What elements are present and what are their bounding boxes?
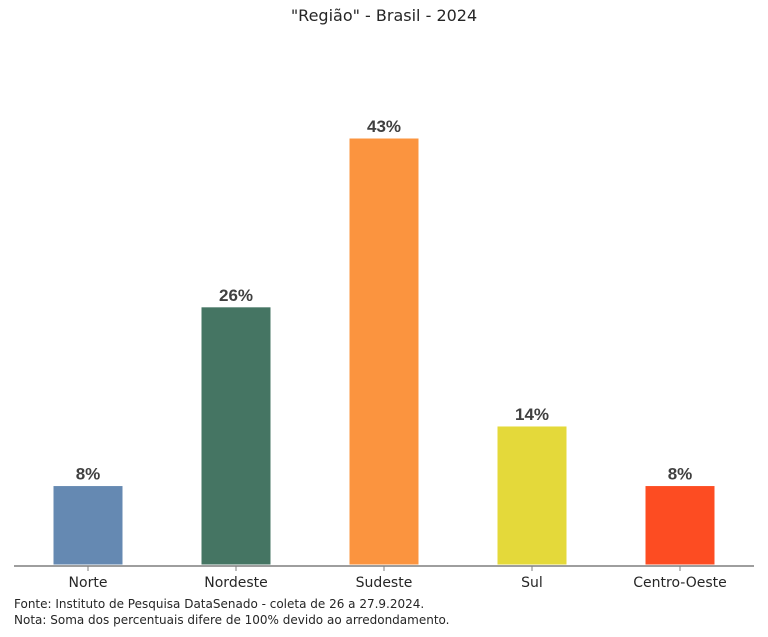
x-tick-label: Sudeste — [356, 575, 413, 591]
bar-norte — [52, 485, 124, 566]
data-label: 8% — [668, 465, 693, 484]
rounding-note: Nota: Soma dos percentuais difere de 100… — [14, 613, 450, 627]
data-label: 26% — [219, 286, 253, 305]
chart-title: "Região" - Brasil - 2024 — [290, 6, 478, 25]
bar-labels-group: 8% 26% 43% 14% 8% — [76, 117, 693, 484]
data-label: 43% — [367, 117, 401, 136]
data-label: 8% — [76, 465, 101, 484]
x-tick-label: Norte — [69, 575, 108, 591]
chart-footer: Fonte: Instituto de Pesquisa DataSenado … — [14, 596, 449, 628]
source-note: Fonte: Instituto de Pesquisa DataSenado … — [14, 597, 425, 611]
bar-nordeste — [200, 306, 272, 566]
x-tick-label: Nordeste — [204, 575, 267, 591]
x-axis-tick-labels-group: Norte Nordeste Sudeste Sul Centro-Oeste — [69, 575, 727, 591]
x-tick-label: Sul — [521, 575, 543, 591]
bar-sul — [496, 425, 568, 566]
bar-sudeste — [348, 137, 420, 566]
x-tick-label: Centro-Oeste — [633, 575, 727, 591]
x-axis-ticks-group — [87, 566, 681, 571]
bars-group — [52, 137, 716, 566]
data-label: 14% — [515, 405, 549, 424]
bar-centro-oeste — [644, 485, 716, 566]
